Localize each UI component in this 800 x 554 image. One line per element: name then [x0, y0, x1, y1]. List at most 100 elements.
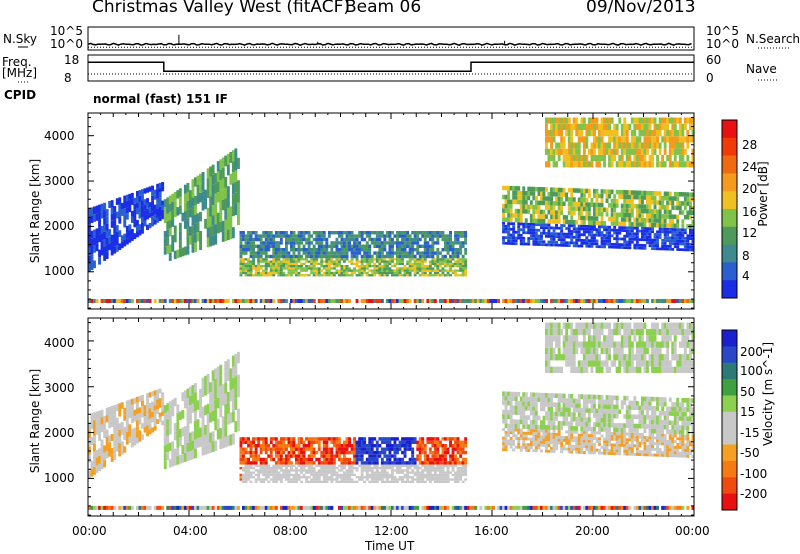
heatmap-cell: [118, 197, 122, 204]
heatmap-cell: [312, 244, 316, 248]
heatmap-cell: [643, 161, 647, 168]
heatmap-cell: [580, 136, 584, 143]
heatmap-cell: [148, 413, 152, 419]
heatmap-cell: [295, 480, 298, 483]
heatmap-cell: [196, 428, 200, 439]
heatmap-cell: [388, 437, 392, 441]
heatmap-cell: [449, 299, 452, 303]
heatmap-cell: [269, 262, 273, 265]
heatmap-cell: [428, 437, 432, 441]
heatmap-cell: [456, 234, 460, 238]
heatmap-cell: [683, 136, 687, 143]
heatmap-cell: [575, 241, 579, 245]
heatmap-cell: [348, 450, 351, 455]
heatmap-cell: [350, 505, 354, 510]
heatmap-cell: [93, 245, 96, 253]
heatmap-cell: [335, 258, 339, 261]
heatmap-cell: [279, 444, 283, 448]
heatmap-cell: [136, 220, 139, 226]
heatmap-cell: [444, 454, 447, 458]
heatmap-cell: [290, 260, 293, 263]
heatmap-cell: [643, 136, 647, 143]
heatmap-cell: [595, 239, 599, 243]
heatmap-cell: [593, 207, 596, 212]
heatmap-cell: [350, 260, 354, 263]
heatmap-cell: [282, 251, 286, 255]
heatmap-cell: [231, 505, 235, 510]
power-cbtick: 24: [742, 160, 758, 174]
heatmap-cell: [691, 155, 695, 162]
heatmap-cell: [691, 210, 695, 216]
heatmap-cell: [456, 299, 460, 303]
heatmap-cell: [610, 216, 614, 222]
heatmap-cell: [249, 467, 253, 470]
heatmap-cell: [100, 505, 104, 510]
xtick: 08:00: [273, 524, 308, 538]
heatmap-cell: [449, 464, 452, 467]
heatmap-cell: [585, 239, 589, 242]
heatmap-cell: [633, 117, 637, 124]
heatmap-cell: [630, 232, 634, 236]
heatmap-cell: [244, 237, 248, 242]
heatmap-cell: [330, 440, 334, 444]
heatmap-cell: [593, 216, 596, 221]
heatmap-cell: [547, 136, 551, 143]
heatmap-cell: [146, 203, 149, 209]
heatmap-cell: [285, 454, 288, 458]
heatmap-cell: [423, 241, 427, 245]
heatmap-cell: [141, 434, 144, 440]
heatmap-cell: [577, 206, 581, 212]
heatmap-cell: [315, 248, 319, 252]
xtick: 00:00: [72, 524, 107, 538]
heatmap-cell: [451, 254, 455, 259]
heatmap-cell: [189, 405, 192, 415]
heatmap-cell: [110, 299, 114, 303]
heatmap-cell: [105, 429, 109, 437]
heatmap-cell: [673, 236, 677, 240]
heatmap-cell: [577, 233, 581, 236]
heatmap-cell: [322, 473, 326, 477]
heatmap-cell: [264, 265, 268, 268]
heatmap-cell: [451, 251, 455, 255]
heatmap-cell: [368, 248, 372, 252]
heatmap-cell: [459, 251, 463, 255]
heatmap-cell: [332, 473, 336, 477]
heatmap-cell: [338, 251, 341, 255]
heatmap-cell: [259, 447, 263, 451]
heatmap-cell: [234, 353, 238, 365]
heatmap-cell: [277, 258, 281, 261]
heatmap-cell: [691, 299, 695, 303]
heatmap-cell: [651, 241, 654, 245]
heatmap-cell: [396, 461, 399, 465]
heatmap-cell: [274, 505, 278, 510]
heatmap-cell: [406, 299, 410, 303]
heatmap-cell: [343, 248, 346, 252]
heatmap-cell: [219, 190, 223, 201]
heatmap-cell: [370, 450, 374, 455]
heatmap-cell: [221, 299, 225, 303]
heatmap-cell: [620, 208, 624, 213]
heatmap-cell: [279, 241, 283, 245]
heatmap-cell: [183, 246, 187, 256]
heatmap-cell: [613, 194, 617, 199]
heatmap-cell: [110, 241, 114, 249]
heatmap-cell: [408, 241, 412, 245]
heatmap-cell: [532, 191, 536, 196]
heatmap-cell: [166, 435, 170, 444]
heatmap-cell: [343, 480, 346, 483]
heatmap-cell: [565, 155, 569, 162]
heatmap-cell: [269, 454, 273, 458]
heatmap-cell: [385, 299, 389, 303]
heatmap-cell: [360, 467, 364, 470]
heatmap-cell: [532, 240, 536, 243]
heatmap-cell: [388, 267, 392, 270]
heatmap-cell: [641, 299, 644, 303]
heatmap-cell: [547, 148, 551, 155]
heatmap-cell: [264, 251, 268, 255]
heatmap-cell: [269, 260, 273, 263]
heatmap-cell: [625, 240, 629, 244]
heatmap-cell: [383, 248, 387, 252]
heatmap-cell: [656, 209, 659, 214]
heatmap-cell: [421, 447, 425, 451]
heatmap-cell: [628, 226, 632, 230]
